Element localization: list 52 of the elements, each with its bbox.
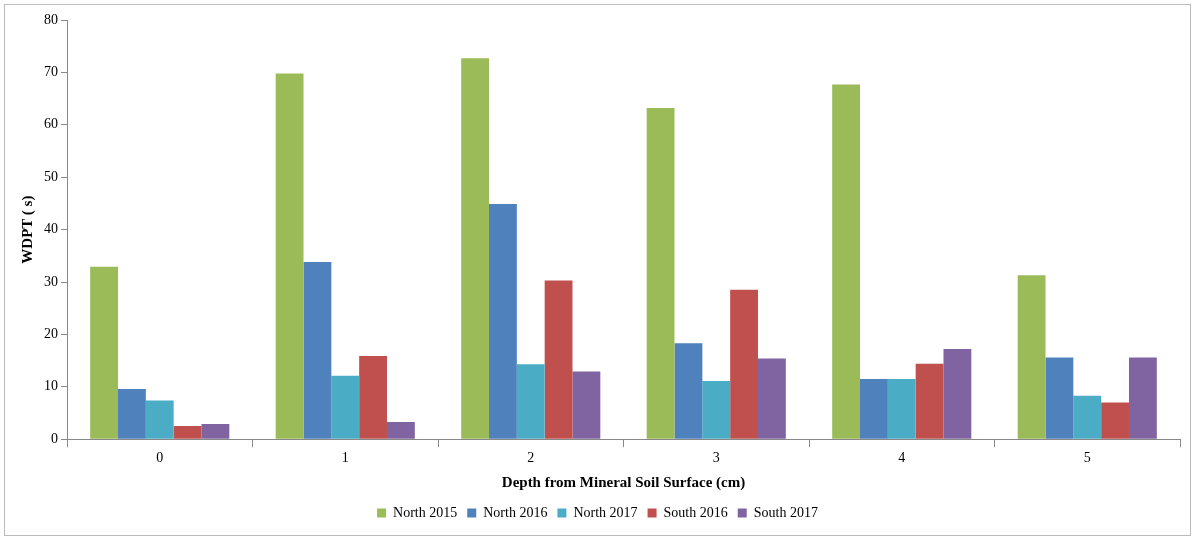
x-tick-label: 2 (527, 450, 535, 466)
x-tick-label: 1 (341, 450, 349, 466)
y-tick-label: 80 (44, 11, 58, 27)
legend-label: South 2016 (663, 504, 728, 520)
bar (832, 84, 861, 439)
bar (544, 280, 573, 439)
y-tick-label: 20 (44, 326, 58, 342)
bar (1017, 275, 1046, 439)
bar (386, 421, 415, 439)
y-axis-title: WDPT ( s) (18, 195, 36, 264)
bar (702, 381, 731, 439)
bar (118, 388, 146, 439)
bar (1073, 395, 1102, 439)
y-tick-label: 60 (44, 116, 58, 132)
bar (887, 378, 916, 439)
bar (1128, 357, 1157, 439)
y-tick-label: 50 (44, 168, 58, 184)
bar (860, 378, 888, 439)
bar (359, 355, 387, 439)
bar (646, 108, 675, 439)
y-tick-label: 0 (51, 430, 58, 446)
bar (730, 289, 758, 439)
legend-label: North 2017 (573, 504, 638, 520)
x-tick-label: 0 (156, 450, 164, 466)
bar (461, 58, 490, 439)
x-tick-label: 3 (712, 450, 720, 466)
bar (674, 343, 703, 439)
y-tick-label: 30 (44, 273, 58, 289)
y-tick-label: 70 (44, 64, 58, 80)
x-axis-title: Depth from Mineral Soil Surface (cm) (501, 473, 746, 491)
bar (943, 349, 972, 439)
bar (331, 375, 360, 439)
bar (1101, 402, 1129, 439)
bar (145, 400, 174, 439)
bar (303, 262, 332, 439)
bar (275, 73, 304, 439)
legend-label: North 2016 (483, 504, 548, 520)
legend-label: South 2017 (753, 504, 818, 520)
x-tick-label: 4 (898, 450, 906, 466)
x-tick-label: 5 (1083, 450, 1091, 466)
bar (915, 363, 944, 439)
bar (201, 424, 230, 439)
bar (90, 266, 119, 439)
y-tick-label: 40 (44, 221, 58, 237)
bar (516, 364, 545, 439)
bar (173, 426, 202, 439)
y-tick-label: 10 (44, 378, 58, 394)
legend-label: North 2015 (393, 504, 458, 520)
bar (489, 203, 517, 439)
bar (572, 371, 601, 439)
bar (1045, 357, 1074, 439)
bar (757, 358, 786, 439)
